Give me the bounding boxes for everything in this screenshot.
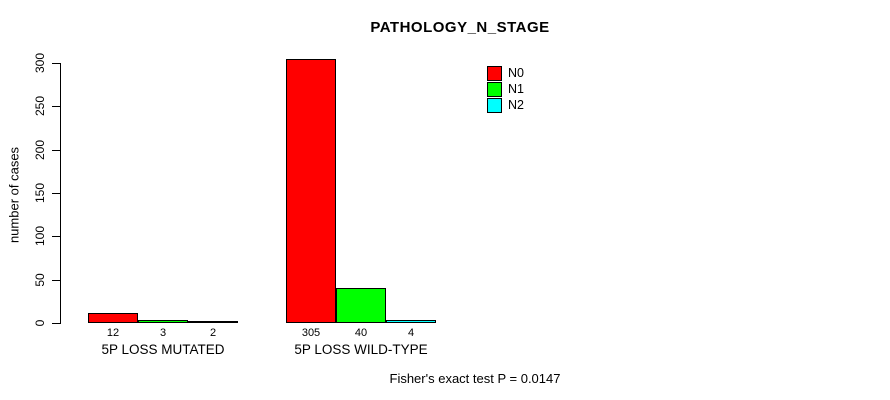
y-tick — [52, 105, 60, 107]
legend-label: N0 — [508, 66, 524, 81]
bar-n1-group1 — [138, 320, 188, 323]
chart-title: PATHOLOGY_N_STAGE — [370, 19, 550, 36]
bar-value-label: 12 — [106, 327, 120, 339]
y-tick-label: 300 — [33, 52, 47, 74]
legend-label: N1 — [508, 82, 524, 97]
bar-value-label: 3 — [159, 327, 167, 339]
legend-swatch-n0 — [487, 66, 502, 81]
y-tick — [52, 62, 60, 64]
legend-swatch-n2 — [487, 98, 502, 113]
y-tick — [52, 235, 60, 237]
y-tick-label: 50 — [33, 272, 47, 287]
y-axis-title: number of cases — [6, 146, 22, 244]
y-tick-label: 0 — [33, 319, 47, 327]
legend-item: N1 — [487, 82, 524, 97]
bar-value-label: 4 — [407, 327, 415, 339]
bar-value-label: 40 — [354, 327, 368, 339]
stat-test-label: Fisher's exact test P = 0.0147 — [389, 371, 561, 386]
legend-label: N2 — [508, 98, 524, 113]
y-tick — [52, 322, 60, 324]
bar-value-label: 305 — [301, 327, 321, 339]
bar-value-label: 2 — [209, 327, 217, 339]
y-axis-line — [60, 63, 61, 324]
y-tick — [52, 192, 60, 194]
y-tick — [52, 279, 60, 281]
y-tick-label: 250 — [33, 96, 47, 117]
bar-n0-group2 — [286, 59, 336, 323]
y-tick — [52, 149, 60, 151]
legend-item: N0 — [487, 66, 524, 81]
y-tick-label: 200 — [33, 139, 47, 160]
y-tick-label: 100 — [33, 226, 47, 247]
legend-swatch-n1 — [487, 82, 502, 97]
bar-n1-group2 — [336, 288, 386, 323]
category-label: 5P LOSS MUTATED — [101, 342, 225, 357]
legend-item: N2 — [487, 98, 524, 113]
bar-n2-group1 — [188, 321, 238, 323]
bar-n2-group2 — [386, 320, 436, 323]
y-tick-label: 150 — [33, 182, 47, 204]
legend: N0 N1 N2 — [487, 66, 524, 114]
bar-n0-group1 — [88, 313, 138, 323]
category-label: 5P LOSS WILD-TYPE — [294, 342, 428, 357]
